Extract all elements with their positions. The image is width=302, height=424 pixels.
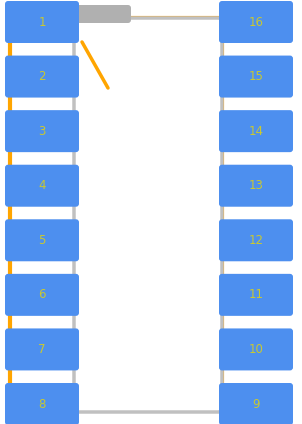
FancyBboxPatch shape (5, 219, 79, 261)
FancyBboxPatch shape (219, 110, 293, 152)
Text: 2: 2 (38, 70, 46, 83)
FancyBboxPatch shape (5, 383, 79, 424)
FancyBboxPatch shape (5, 1, 79, 43)
Text: 11: 11 (249, 288, 264, 301)
FancyBboxPatch shape (219, 274, 293, 316)
FancyBboxPatch shape (219, 383, 293, 424)
Text: 9: 9 (252, 398, 260, 410)
FancyBboxPatch shape (74, 18, 222, 412)
Text: 12: 12 (249, 234, 264, 247)
FancyBboxPatch shape (5, 274, 79, 316)
Text: 1: 1 (38, 16, 46, 28)
Text: 8: 8 (38, 398, 46, 410)
Bar (10, 18, 222, 410)
FancyBboxPatch shape (5, 329, 79, 371)
FancyBboxPatch shape (219, 219, 293, 261)
FancyBboxPatch shape (5, 110, 79, 152)
Text: 10: 10 (249, 343, 263, 356)
FancyBboxPatch shape (219, 56, 293, 98)
Text: 13: 13 (249, 179, 263, 192)
FancyBboxPatch shape (219, 165, 293, 207)
FancyBboxPatch shape (219, 1, 293, 43)
FancyBboxPatch shape (219, 329, 293, 371)
FancyBboxPatch shape (75, 5, 131, 23)
Text: 5: 5 (38, 234, 46, 247)
FancyBboxPatch shape (5, 165, 79, 207)
Text: 14: 14 (249, 125, 264, 138)
Text: 4: 4 (38, 179, 46, 192)
FancyBboxPatch shape (5, 56, 79, 98)
Text: 16: 16 (249, 16, 264, 28)
Text: 15: 15 (249, 70, 263, 83)
Text: 7: 7 (38, 343, 46, 356)
Text: 3: 3 (38, 125, 46, 138)
Text: 6: 6 (38, 288, 46, 301)
